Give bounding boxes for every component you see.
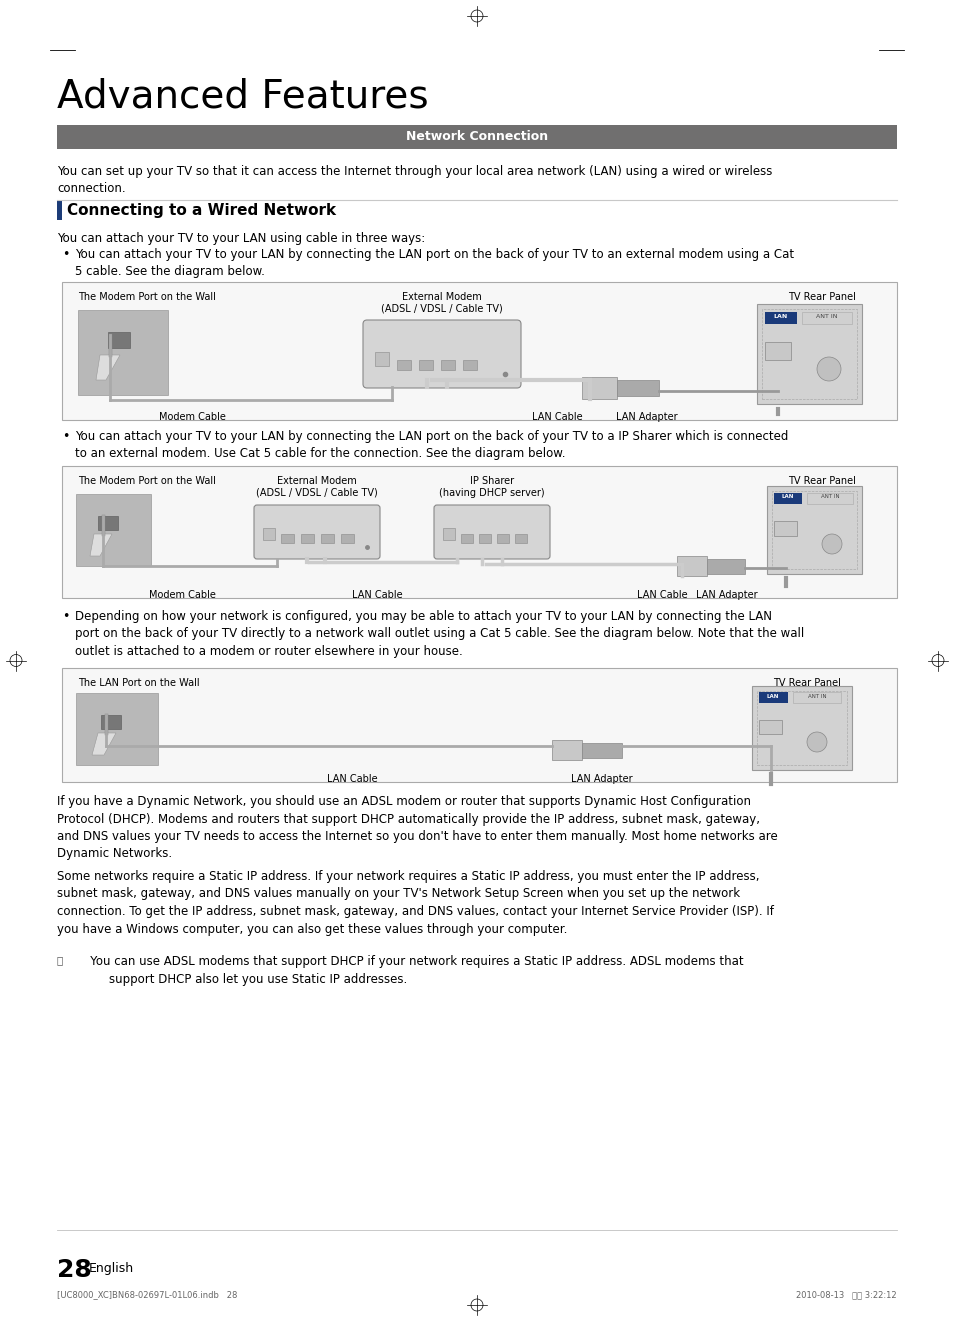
Polygon shape xyxy=(91,733,116,756)
Text: IP Sharer
(having DHCP server): IP Sharer (having DHCP server) xyxy=(438,476,544,498)
Bar xyxy=(478,534,491,543)
Bar xyxy=(57,199,62,221)
Bar xyxy=(440,361,455,370)
Bar xyxy=(62,281,896,420)
Bar xyxy=(617,380,659,396)
FancyBboxPatch shape xyxy=(253,505,379,559)
Bar xyxy=(751,686,851,770)
Bar xyxy=(375,351,389,366)
FancyBboxPatch shape xyxy=(434,505,550,559)
Text: LAN: LAN xyxy=(766,694,779,699)
Bar xyxy=(78,310,168,395)
Text: ANT IN: ANT IN xyxy=(820,494,839,499)
Bar xyxy=(62,466,896,598)
Bar xyxy=(462,361,476,370)
Text: You can use ADSL modems that support DHCP if your network requires a Static IP a: You can use ADSL modems that support DHC… xyxy=(79,955,742,985)
Bar xyxy=(581,742,621,758)
Text: TV Rear Panel: TV Rear Panel xyxy=(787,292,855,303)
Bar xyxy=(263,528,274,540)
Bar xyxy=(581,376,617,399)
Bar xyxy=(806,493,852,505)
Bar xyxy=(76,694,158,765)
Text: LAN Cable: LAN Cable xyxy=(531,412,581,421)
Bar xyxy=(281,534,294,543)
FancyBboxPatch shape xyxy=(363,320,520,388)
Text: External Modem
(ADSL / VDSL / Cable TV): External Modem (ADSL / VDSL / Cable TV) xyxy=(255,476,377,498)
Bar xyxy=(773,520,796,536)
Text: ANT IN: ANT IN xyxy=(807,694,825,699)
Text: Depending on how your network is configured, you may be able to attach your TV t: Depending on how your network is configu… xyxy=(75,610,803,658)
Bar xyxy=(764,342,790,361)
Text: The Modem Port on the Wall: The Modem Port on the Wall xyxy=(78,476,215,486)
Text: LAN Cable: LAN Cable xyxy=(636,590,686,600)
Text: English: English xyxy=(89,1262,134,1275)
Text: LAN: LAN xyxy=(781,494,793,499)
Bar xyxy=(757,691,846,765)
Text: 28: 28 xyxy=(57,1258,91,1281)
Bar xyxy=(442,528,455,540)
Bar xyxy=(62,668,896,782)
Circle shape xyxy=(821,534,841,553)
Bar xyxy=(792,692,841,703)
Text: LAN Cable: LAN Cable xyxy=(352,590,402,600)
Text: You can attach your TV to your LAN by connecting the LAN port on the back of you: You can attach your TV to your LAN by co… xyxy=(75,248,793,279)
Bar xyxy=(76,494,151,565)
Text: External Modem
(ADSL / VDSL / Cable TV): External Modem (ADSL / VDSL / Cable TV) xyxy=(381,292,502,313)
Text: ANT IN: ANT IN xyxy=(816,313,837,318)
Circle shape xyxy=(806,732,826,752)
Bar xyxy=(761,309,856,399)
Bar xyxy=(497,534,509,543)
Text: 🖉: 🖉 xyxy=(57,955,63,966)
Bar xyxy=(766,486,862,575)
Text: LAN Adapter: LAN Adapter xyxy=(616,412,677,421)
Text: •: • xyxy=(62,610,70,624)
Text: You can attach your TV to your LAN using cable in three ways:: You can attach your TV to your LAN using… xyxy=(57,232,425,244)
Bar xyxy=(764,312,796,324)
Text: The LAN Port on the Wall: The LAN Port on the Wall xyxy=(78,678,199,688)
Bar xyxy=(108,332,130,347)
Bar xyxy=(706,559,744,575)
Bar xyxy=(320,534,334,543)
Text: If you have a Dynamic Network, you should use an ADSL modem or router that suppo: If you have a Dynamic Network, you shoul… xyxy=(57,795,777,860)
Text: LAN Cable: LAN Cable xyxy=(326,774,377,783)
Text: Advanced Features: Advanced Features xyxy=(57,77,428,115)
Text: 2010-08-13   오후 3:22:12: 2010-08-13 오후 3:22:12 xyxy=(796,1291,896,1299)
Bar xyxy=(757,304,862,404)
Text: Modem Cable: Modem Cable xyxy=(158,412,225,421)
Bar xyxy=(460,534,473,543)
Bar xyxy=(677,556,706,576)
Text: The Modem Port on the Wall: The Modem Port on the Wall xyxy=(78,292,215,303)
Bar xyxy=(418,361,433,370)
Bar xyxy=(98,517,118,530)
Text: •: • xyxy=(62,431,70,443)
Text: TV Rear Panel: TV Rear Panel xyxy=(787,476,855,486)
Text: LAN Adapter: LAN Adapter xyxy=(571,774,632,783)
Bar xyxy=(57,125,896,149)
Text: Network Connection: Network Connection xyxy=(406,131,547,144)
Bar xyxy=(759,692,787,703)
Text: LAN Adapter: LAN Adapter xyxy=(696,590,757,600)
Bar xyxy=(515,534,526,543)
Text: Modem Cable: Modem Cable xyxy=(149,590,215,600)
Bar xyxy=(301,534,314,543)
Bar xyxy=(101,715,121,729)
Circle shape xyxy=(816,357,841,380)
Bar xyxy=(801,312,851,324)
Text: You can attach your TV to your LAN by connecting the LAN port on the back of you: You can attach your TV to your LAN by co… xyxy=(75,431,787,461)
Text: TV Rear Panel: TV Rear Panel xyxy=(772,678,840,688)
Bar xyxy=(552,740,581,760)
Text: •: • xyxy=(62,248,70,262)
Polygon shape xyxy=(96,355,120,380)
Bar xyxy=(396,361,411,370)
Bar xyxy=(759,720,781,734)
Text: [UC8000_XC]BN68-02697L-01L06.indb   28: [UC8000_XC]BN68-02697L-01L06.indb 28 xyxy=(57,1291,237,1299)
Bar xyxy=(771,491,856,569)
Polygon shape xyxy=(90,534,112,556)
Text: You can set up your TV so that it can access the Internet through your local are: You can set up your TV so that it can ac… xyxy=(57,165,772,196)
Text: LAN: LAN xyxy=(773,313,787,318)
Text: Connecting to a Wired Network: Connecting to a Wired Network xyxy=(67,202,335,218)
Text: Some networks require a Static IP address. If your network requires a Static IP : Some networks require a Static IP addres… xyxy=(57,871,773,935)
Bar xyxy=(773,493,801,505)
Bar xyxy=(340,534,354,543)
